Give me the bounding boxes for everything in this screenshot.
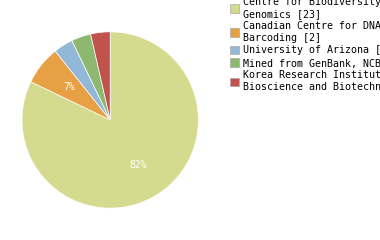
Wedge shape bbox=[22, 32, 198, 208]
Wedge shape bbox=[72, 34, 110, 120]
Legend: Centre for Biodiversity
Genomics [23], Canadian Centre for DNA
Barcoding [2], Un: Centre for Biodiversity Genomics [23], C… bbox=[230, 0, 380, 92]
Wedge shape bbox=[31, 51, 110, 120]
Wedge shape bbox=[55, 41, 110, 120]
Wedge shape bbox=[90, 32, 110, 120]
Text: 82%: 82% bbox=[130, 160, 147, 170]
Text: 7%: 7% bbox=[63, 82, 75, 92]
